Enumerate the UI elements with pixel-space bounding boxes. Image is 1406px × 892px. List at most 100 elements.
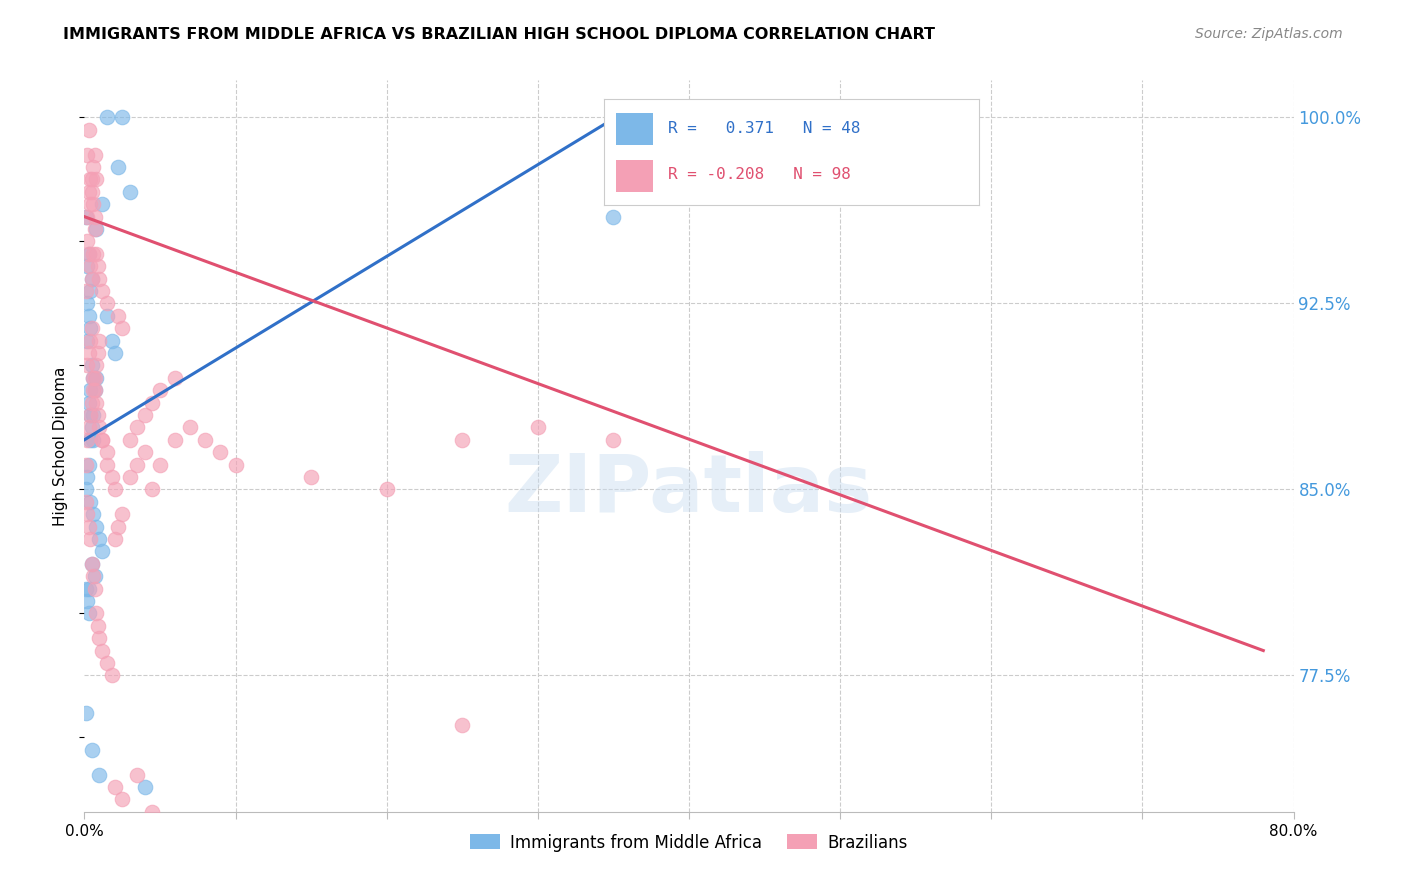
Point <box>79 408 101 422</box>
Point <box>76 259 98 273</box>
Point <box>87 259 110 273</box>
Point <box>375 483 398 497</box>
Point <box>107 160 129 174</box>
Point <box>79 383 101 397</box>
Point <box>77 395 100 409</box>
Point <box>127 458 149 472</box>
Point <box>80 271 103 285</box>
Point <box>77 247 100 261</box>
Point <box>75 495 97 509</box>
Point <box>84 371 107 385</box>
Point <box>80 321 103 335</box>
Point <box>127 767 149 781</box>
Point <box>76 210 98 224</box>
Point <box>89 420 111 434</box>
Point <box>209 445 232 459</box>
Point <box>80 359 103 373</box>
Point <box>187 842 209 856</box>
Point <box>141 395 163 409</box>
Point <box>141 805 163 819</box>
Point <box>86 247 108 261</box>
Point <box>118 470 141 484</box>
Point <box>96 445 118 459</box>
Point <box>82 507 104 521</box>
Point <box>84 222 107 236</box>
Point <box>86 519 108 533</box>
Point <box>141 483 163 497</box>
Point <box>118 433 141 447</box>
Point <box>82 408 104 422</box>
Point <box>79 321 101 335</box>
Point <box>82 371 104 385</box>
Point <box>76 594 98 608</box>
Point <box>79 334 101 348</box>
Point <box>89 532 111 546</box>
Point <box>75 458 97 472</box>
Point <box>79 408 101 422</box>
Point <box>82 197 104 211</box>
Point <box>84 569 107 583</box>
Point <box>156 817 179 831</box>
Point <box>111 507 134 521</box>
Point <box>451 718 474 732</box>
Point <box>75 706 97 720</box>
Point <box>111 792 134 806</box>
Point <box>75 582 97 596</box>
Point <box>79 495 101 509</box>
Point <box>77 519 100 533</box>
Point <box>86 395 108 409</box>
Point <box>104 780 127 794</box>
Point <box>76 296 98 310</box>
Point <box>96 458 118 472</box>
Y-axis label: High School Diploma: High School Diploma <box>53 367 69 525</box>
Point <box>80 185 103 199</box>
Point <box>80 420 103 434</box>
Point <box>77 309 100 323</box>
Point <box>79 284 101 298</box>
Point <box>91 643 114 657</box>
Point <box>87 408 110 422</box>
Point <box>91 433 114 447</box>
Point <box>86 359 108 373</box>
Point <box>299 470 322 484</box>
Point <box>82 383 104 397</box>
Text: IMMIGRANTS FROM MIDDLE AFRICA VS BRAZILIAN HIGH SCHOOL DIPLOMA CORRELATION CHART: IMMIGRANTS FROM MIDDLE AFRICA VS BRAZILI… <box>63 27 935 42</box>
Point <box>100 668 122 682</box>
Point <box>107 309 129 323</box>
Point <box>89 334 111 348</box>
Point <box>91 433 114 447</box>
Point <box>79 259 101 273</box>
Point <box>86 371 108 385</box>
Point <box>100 470 122 484</box>
Point <box>75 210 97 224</box>
Point <box>89 767 111 781</box>
Point <box>149 383 172 397</box>
Point <box>96 296 118 310</box>
Point <box>80 172 103 186</box>
Point <box>165 371 187 385</box>
Point <box>76 334 98 348</box>
Point <box>82 371 104 385</box>
Point <box>100 334 122 348</box>
Point <box>77 185 100 199</box>
Point <box>77 123 100 137</box>
Point <box>75 284 97 298</box>
Point <box>602 210 624 224</box>
Point <box>82 433 104 447</box>
Point <box>89 271 111 285</box>
Point <box>172 830 194 844</box>
Point <box>134 445 156 459</box>
Point <box>77 346 100 360</box>
Point <box>91 544 114 558</box>
Point <box>451 433 474 447</box>
Point <box>80 395 103 409</box>
Point <box>134 408 156 422</box>
Point <box>89 631 111 645</box>
Point <box>76 433 98 447</box>
Point <box>82 160 104 174</box>
Point <box>77 458 100 472</box>
Point <box>104 346 127 360</box>
Point <box>79 532 101 546</box>
Point <box>91 284 114 298</box>
Point <box>134 780 156 794</box>
